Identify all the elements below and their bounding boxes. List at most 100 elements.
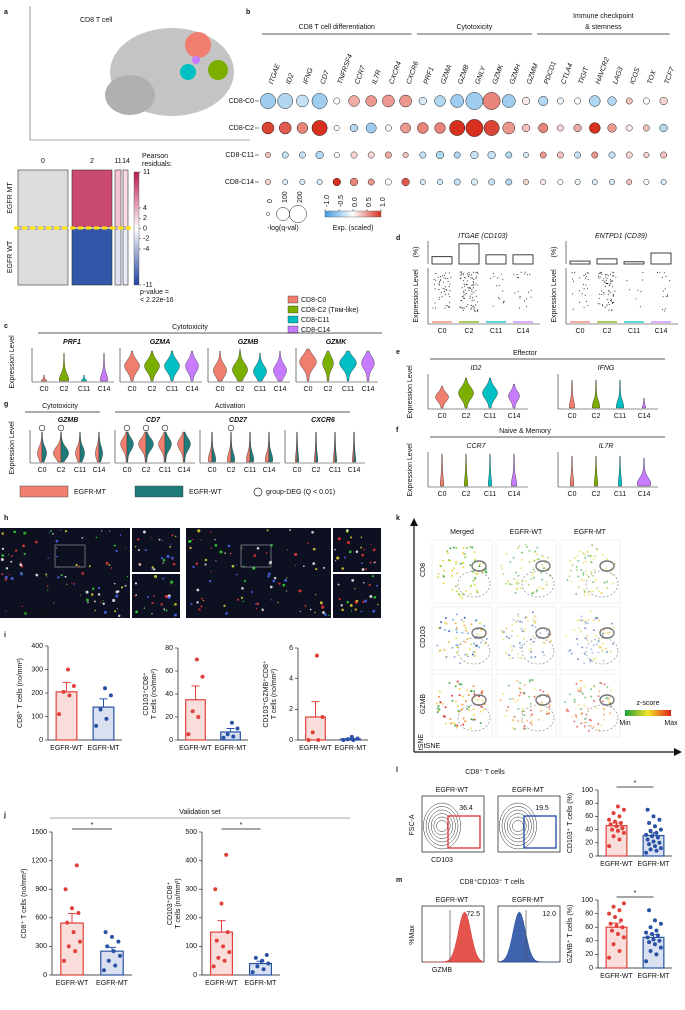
tsne-frame (495, 673, 557, 738)
tsne-cell (443, 715, 446, 718)
cell-dot (611, 300, 613, 302)
signal (143, 607, 146, 609)
signal (115, 594, 119, 598)
cell-dot (610, 300, 612, 302)
signal (50, 530, 52, 532)
tsne-cell (516, 619, 519, 622)
tsne-cell (548, 706, 551, 709)
signal (323, 566, 326, 569)
mosaic-cell (17, 169, 69, 228)
signal (75, 563, 78, 567)
tsne-cell (592, 644, 595, 647)
tsne-cell (583, 553, 586, 556)
signal (322, 611, 325, 614)
tsne-cell (589, 590, 592, 593)
data-point (118, 953, 122, 958)
dot (502, 94, 516, 108)
data-point (78, 939, 82, 944)
tsne-cell (461, 562, 464, 565)
signal (337, 583, 340, 586)
tsne-cell (583, 594, 586, 597)
cell-dot (661, 308, 664, 311)
pct-label: (%) (413, 247, 420, 258)
cell-dot (612, 280, 614, 282)
tsne-cell (587, 591, 590, 594)
gate (447, 815, 481, 849)
violin (333, 431, 336, 463)
violin (145, 431, 154, 463)
y-tick-label: 0 (289, 737, 293, 744)
tsne-cell (564, 635, 567, 638)
tsne-cell (435, 702, 438, 705)
section-title: Cytotoxicity (172, 324, 208, 331)
y-tick-label: 400 (31, 643, 43, 650)
signal (204, 558, 208, 562)
cell-dot (626, 280, 628, 282)
signal (165, 609, 168, 612)
signal (162, 558, 166, 562)
pct-bar (458, 243, 480, 265)
y-tick-label: 300 (31, 666, 43, 673)
region (585, 704, 619, 732)
tsne-cell (505, 552, 508, 555)
tsne-cell (506, 581, 509, 584)
tsne-cell (604, 567, 607, 570)
gene-title: CD7 (146, 417, 161, 424)
violin (164, 431, 172, 463)
cell-dot (473, 299, 475, 301)
x-tick-label: EGFR-WT (50, 745, 83, 752)
tsne-cell (438, 649, 441, 652)
mosaic-row-label: EGFR MT (7, 182, 14, 214)
tsne-cell (483, 624, 486, 627)
x-tick-label: C14 (655, 328, 668, 335)
dot (607, 96, 617, 106)
cell-dot (470, 304, 472, 307)
violin (227, 431, 232, 463)
violin (568, 379, 576, 409)
data-point (647, 940, 652, 945)
tsne-cell (594, 657, 597, 660)
tsne-cell (590, 648, 593, 651)
cell-dot (606, 304, 608, 306)
data-point (611, 942, 616, 947)
tsne-cell (465, 700, 468, 703)
cell-dot (587, 278, 589, 281)
cell-dot (461, 296, 463, 298)
x-tick-label: C2 (57, 467, 66, 474)
violin (295, 431, 298, 463)
panel-letter: l (396, 767, 398, 774)
x-tick-label: C14 (348, 467, 361, 474)
region (521, 637, 555, 665)
tsne-cell (602, 659, 605, 662)
tsne-cell (568, 560, 571, 563)
tsne-cell (458, 688, 461, 691)
tsne-cell (576, 725, 579, 728)
violin (126, 431, 134, 463)
tsne-cell (455, 590, 458, 593)
tsne-cell (576, 688, 579, 691)
gene-title: ITGAE (CD103) (458, 233, 507, 240)
y-tick-label: 0 (193, 972, 197, 979)
cell-dot (442, 288, 444, 290)
dot (277, 93, 294, 109)
tsne-cell (592, 590, 595, 593)
gene-label: GZMM (526, 63, 540, 86)
cell-dot (603, 293, 605, 295)
dot (261, 121, 275, 135)
tsne-cell (517, 720, 520, 723)
signal (242, 600, 245, 603)
tsne-cell (451, 569, 454, 572)
data-point (70, 906, 74, 911)
tsne-cell (436, 576, 439, 579)
dot (523, 179, 529, 185)
tsne-cell (519, 646, 522, 649)
pct-bar (596, 258, 618, 265)
cell-dot (669, 280, 671, 282)
tsne-cell (523, 714, 526, 717)
tsne-cell (505, 709, 508, 712)
tsne-cell (576, 619, 579, 622)
x-tick-label: C2 (312, 467, 321, 474)
data-point (614, 923, 619, 928)
tsne-cell (609, 650, 612, 653)
tsne-cell (598, 690, 601, 693)
